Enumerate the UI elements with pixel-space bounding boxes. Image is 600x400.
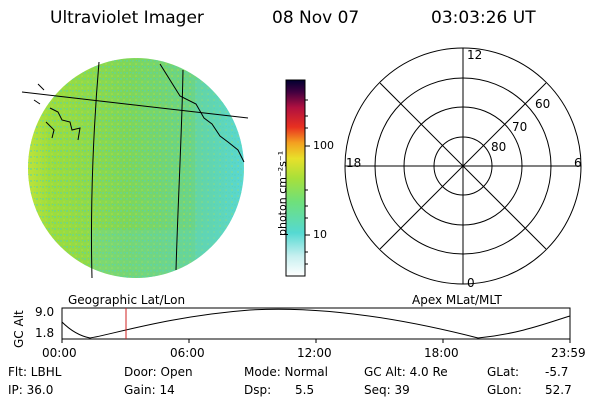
altitude-ylabel: GC Alt xyxy=(12,310,26,348)
mlat-label-60: 60 xyxy=(535,97,551,111)
gc-alt-readout: GC Alt: 4.0 Re xyxy=(364,365,448,379)
dsp-value: 5.5 xyxy=(295,383,315,397)
filter-readout: Flt: LBHL xyxy=(8,365,62,379)
seq-readout: Seq: 39 xyxy=(364,383,410,397)
door-readout: Door: Open xyxy=(124,365,193,379)
ip-readout: IP: 36.0 xyxy=(8,383,54,397)
time-tick-4: 23:59 xyxy=(551,346,586,360)
geographic-caption: Geographic Lat/Lon xyxy=(68,293,186,307)
mlt-label-12: 12 xyxy=(467,48,483,62)
mlat-label-70: 70 xyxy=(512,120,528,134)
time-tick-0: 00:00 xyxy=(42,346,77,360)
mlt-label-6: 6 xyxy=(574,156,582,170)
mlat-label-80: 80 xyxy=(491,140,507,154)
polar-caption: Apex MLat/MLT xyxy=(412,293,502,307)
glat-value: -5.7 xyxy=(545,365,569,379)
glon-value: 52.7 xyxy=(545,383,572,397)
gain-readout: Gain: 14 xyxy=(124,383,175,397)
glon-label: GLon: xyxy=(487,383,522,397)
time-label: 03:03:26 UT xyxy=(431,8,536,28)
mlt-label-18: 18 xyxy=(346,156,362,170)
glat-label: GLat: xyxy=(487,365,520,379)
date-label: 08 Nov 07 xyxy=(272,8,360,28)
mlt-label-0: 0 xyxy=(467,276,475,290)
time-tick-1: 06:00 xyxy=(170,346,205,360)
colorbar-tick-10: 10 xyxy=(313,228,327,241)
dsp-label: Dsp: xyxy=(244,383,272,397)
colorbar-tick-100: 100 xyxy=(313,139,334,152)
mode-readout: Mode: Normal xyxy=(244,365,328,379)
altitude-ymax: 9.0 xyxy=(35,305,55,319)
altitude-ymin: 1.8 xyxy=(35,326,55,340)
time-tick-3: 18:00 xyxy=(424,346,459,360)
app-title: Ultraviolet Imager xyxy=(50,8,204,28)
time-tick-2: 12:00 xyxy=(297,346,332,360)
